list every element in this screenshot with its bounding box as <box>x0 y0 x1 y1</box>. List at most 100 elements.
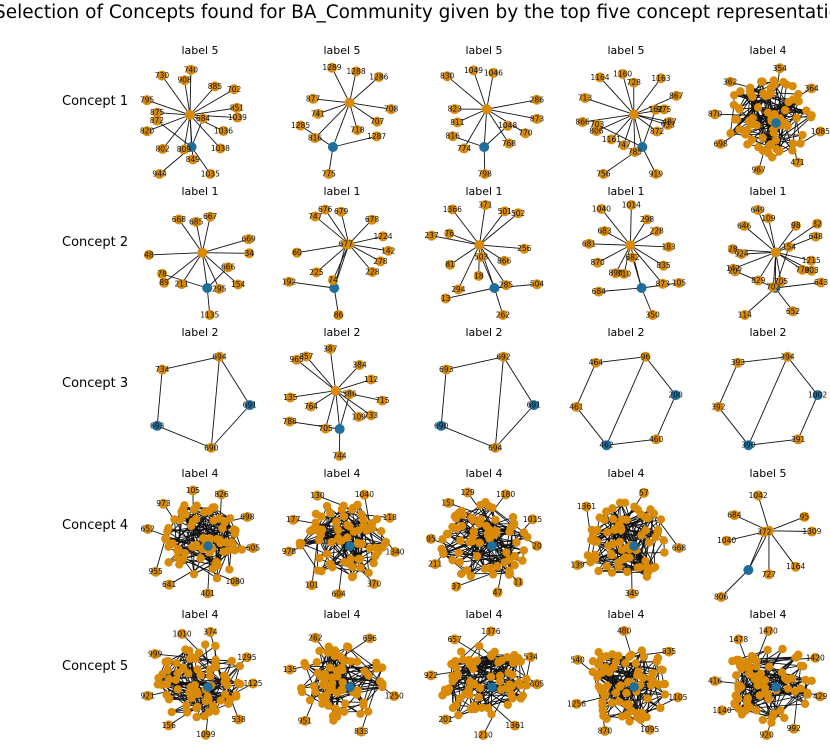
graph-node <box>796 139 804 147</box>
node-label: 1164 <box>590 73 609 82</box>
graph-node <box>758 78 766 86</box>
node-label: 648 <box>809 232 824 241</box>
panel-title: label 4 <box>283 608 401 621</box>
node-label: 975 <box>657 105 672 114</box>
node-label: 708 <box>384 105 399 114</box>
graph-node <box>523 533 531 541</box>
graph-node <box>633 671 641 679</box>
node-label: 684 <box>727 511 742 520</box>
node-label: 999 <box>148 650 163 659</box>
graph-node <box>644 514 652 522</box>
node-label: 870 <box>708 110 723 119</box>
graph-node <box>733 115 741 123</box>
graph-node <box>192 704 200 712</box>
graph-node-highlight <box>203 541 213 551</box>
node-label: 81 <box>445 260 455 269</box>
node-label: 11 <box>514 578 524 587</box>
node-label: 1361 <box>577 502 596 511</box>
graph-node-highlight <box>203 682 213 692</box>
graph-node <box>359 701 367 709</box>
graph-node <box>632 659 640 667</box>
node-label: 646 <box>737 221 752 230</box>
node-label: 13 <box>441 294 451 303</box>
node-label: 833 <box>354 727 369 736</box>
panel-title: label 4 <box>283 467 401 480</box>
node-label: 386 <box>342 390 357 399</box>
node-label: 702 <box>766 283 781 292</box>
node-label: 641 <box>162 580 177 589</box>
node-label: 350 <box>645 311 660 320</box>
graph-node <box>315 647 323 655</box>
graph-node <box>783 122 791 130</box>
node-label: 37 <box>451 582 461 591</box>
graph-node <box>328 563 336 571</box>
node-label: 349 <box>625 589 640 598</box>
node-label: 678 <box>365 215 380 224</box>
graph-node <box>232 692 240 700</box>
node-label: 707 <box>370 117 385 126</box>
graph-node <box>503 653 511 661</box>
node-label: 262 <box>496 311 511 320</box>
node-label: 135 <box>283 665 298 674</box>
graph-node <box>333 689 341 697</box>
graph-node-highlight <box>345 682 355 692</box>
graph-node <box>382 538 390 546</box>
node-label: 105 <box>672 278 687 287</box>
node-label: 1470 <box>759 627 778 636</box>
node-label: 866 <box>575 118 590 127</box>
graph-node <box>331 704 339 712</box>
node-label: 384 <box>352 361 367 370</box>
graph-node-highlight <box>629 682 639 692</box>
graph-node <box>771 247 781 257</box>
graph-node-highlight <box>479 142 489 152</box>
graph-node <box>759 716 767 724</box>
node-label: 471 <box>790 158 805 167</box>
node-label: 394 <box>780 352 795 361</box>
graph-node <box>645 565 653 573</box>
node-label: 372 <box>757 527 772 536</box>
panel-title: label 5 <box>283 44 401 57</box>
node-label: 728 <box>627 78 642 87</box>
node-label: 540 <box>571 655 586 664</box>
graph-node <box>181 645 189 653</box>
node-label: 1366 <box>443 205 462 214</box>
graph-node <box>593 537 601 545</box>
node-label: 873 <box>530 114 545 123</box>
node-label: 908 <box>177 76 192 85</box>
graph-node <box>649 669 657 677</box>
graph-node-highlight <box>771 682 781 692</box>
node-label: 262 <box>308 633 323 642</box>
graph-node <box>317 567 325 575</box>
node-label: 156 <box>162 721 177 730</box>
node-label: 183 <box>661 242 676 251</box>
graph-node <box>183 708 191 716</box>
node-label: 849 <box>186 155 201 164</box>
node-label: 1080 <box>225 577 244 586</box>
node-label: 764 <box>304 402 319 411</box>
node-label: 1164 <box>786 562 805 571</box>
graph-node <box>616 682 624 690</box>
node-label: 57 <box>639 488 649 497</box>
node-label: 1376 <box>481 627 500 636</box>
graph-node <box>365 569 373 577</box>
node-label: 118 <box>383 513 398 522</box>
node-label: 667 <box>203 212 218 221</box>
node-label: 177 <box>286 515 301 524</box>
graph-node <box>439 550 447 558</box>
node-label: 390 <box>741 441 756 450</box>
node-label: 835 <box>656 261 671 270</box>
graph-node <box>332 519 340 527</box>
node-label: 669 <box>241 235 256 244</box>
graph-node <box>168 708 176 716</box>
node-label: 684 <box>592 287 607 296</box>
graph-node <box>625 240 635 250</box>
graph-node <box>732 671 740 679</box>
